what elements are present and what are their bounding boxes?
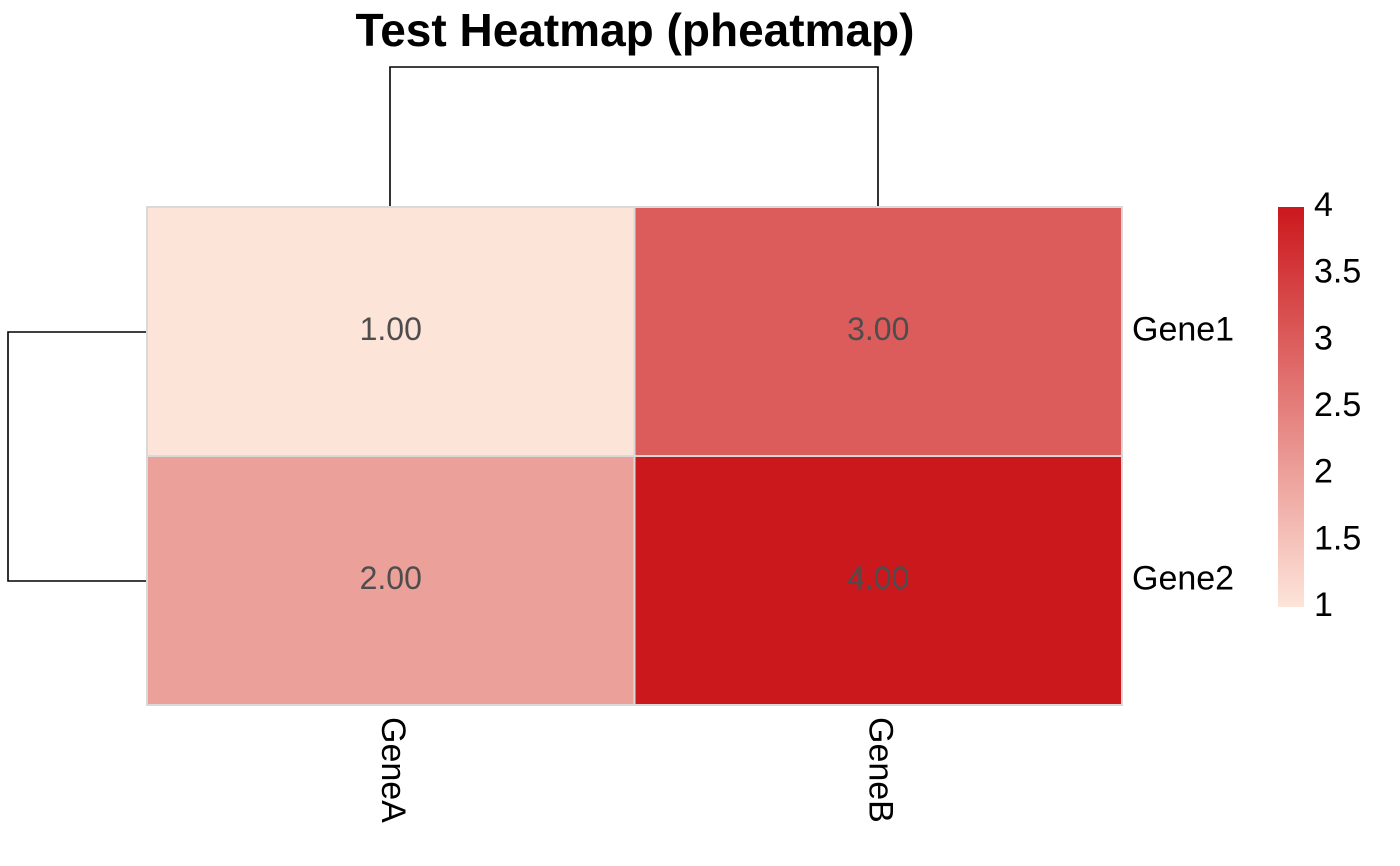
color-bar-tick-label: 1.5: [1314, 519, 1361, 557]
cell-value-label: 4.00: [847, 560, 909, 596]
color-bar-tick-label: 2: [1314, 453, 1333, 491]
color-bar-tick-label: 2.5: [1314, 386, 1361, 424]
column-label: GeneA: [374, 717, 412, 823]
heatmap-cell: [633, 455, 1123, 706]
column-label: GeneB: [861, 717, 899, 823]
row-label: Gene2: [1132, 559, 1234, 597]
row-dendrogram: [7, 331, 147, 582]
chart-title: Test Heatmap (pheatmap): [356, 4, 915, 56]
cell-value-label: 1.00: [360, 311, 422, 347]
color-bar-tick-label: 3: [1314, 319, 1333, 357]
cell-value-label: 3.00: [847, 311, 909, 347]
color-bar: [1278, 207, 1304, 607]
heatmap-cell: [146, 455, 636, 706]
cell-value-label: 2.00: [360, 560, 422, 596]
color-bar-tick-label: 3.5: [1314, 253, 1361, 291]
heatmap-cell: [633, 206, 1123, 457]
column-dendrogram: [389, 66, 879, 207]
row-label: Gene1: [1132, 310, 1234, 348]
color-bar-tick-label: 4: [1314, 186, 1333, 224]
heatmap-cell: [146, 206, 636, 457]
color-bar-tick-label: 1: [1314, 586, 1333, 624]
